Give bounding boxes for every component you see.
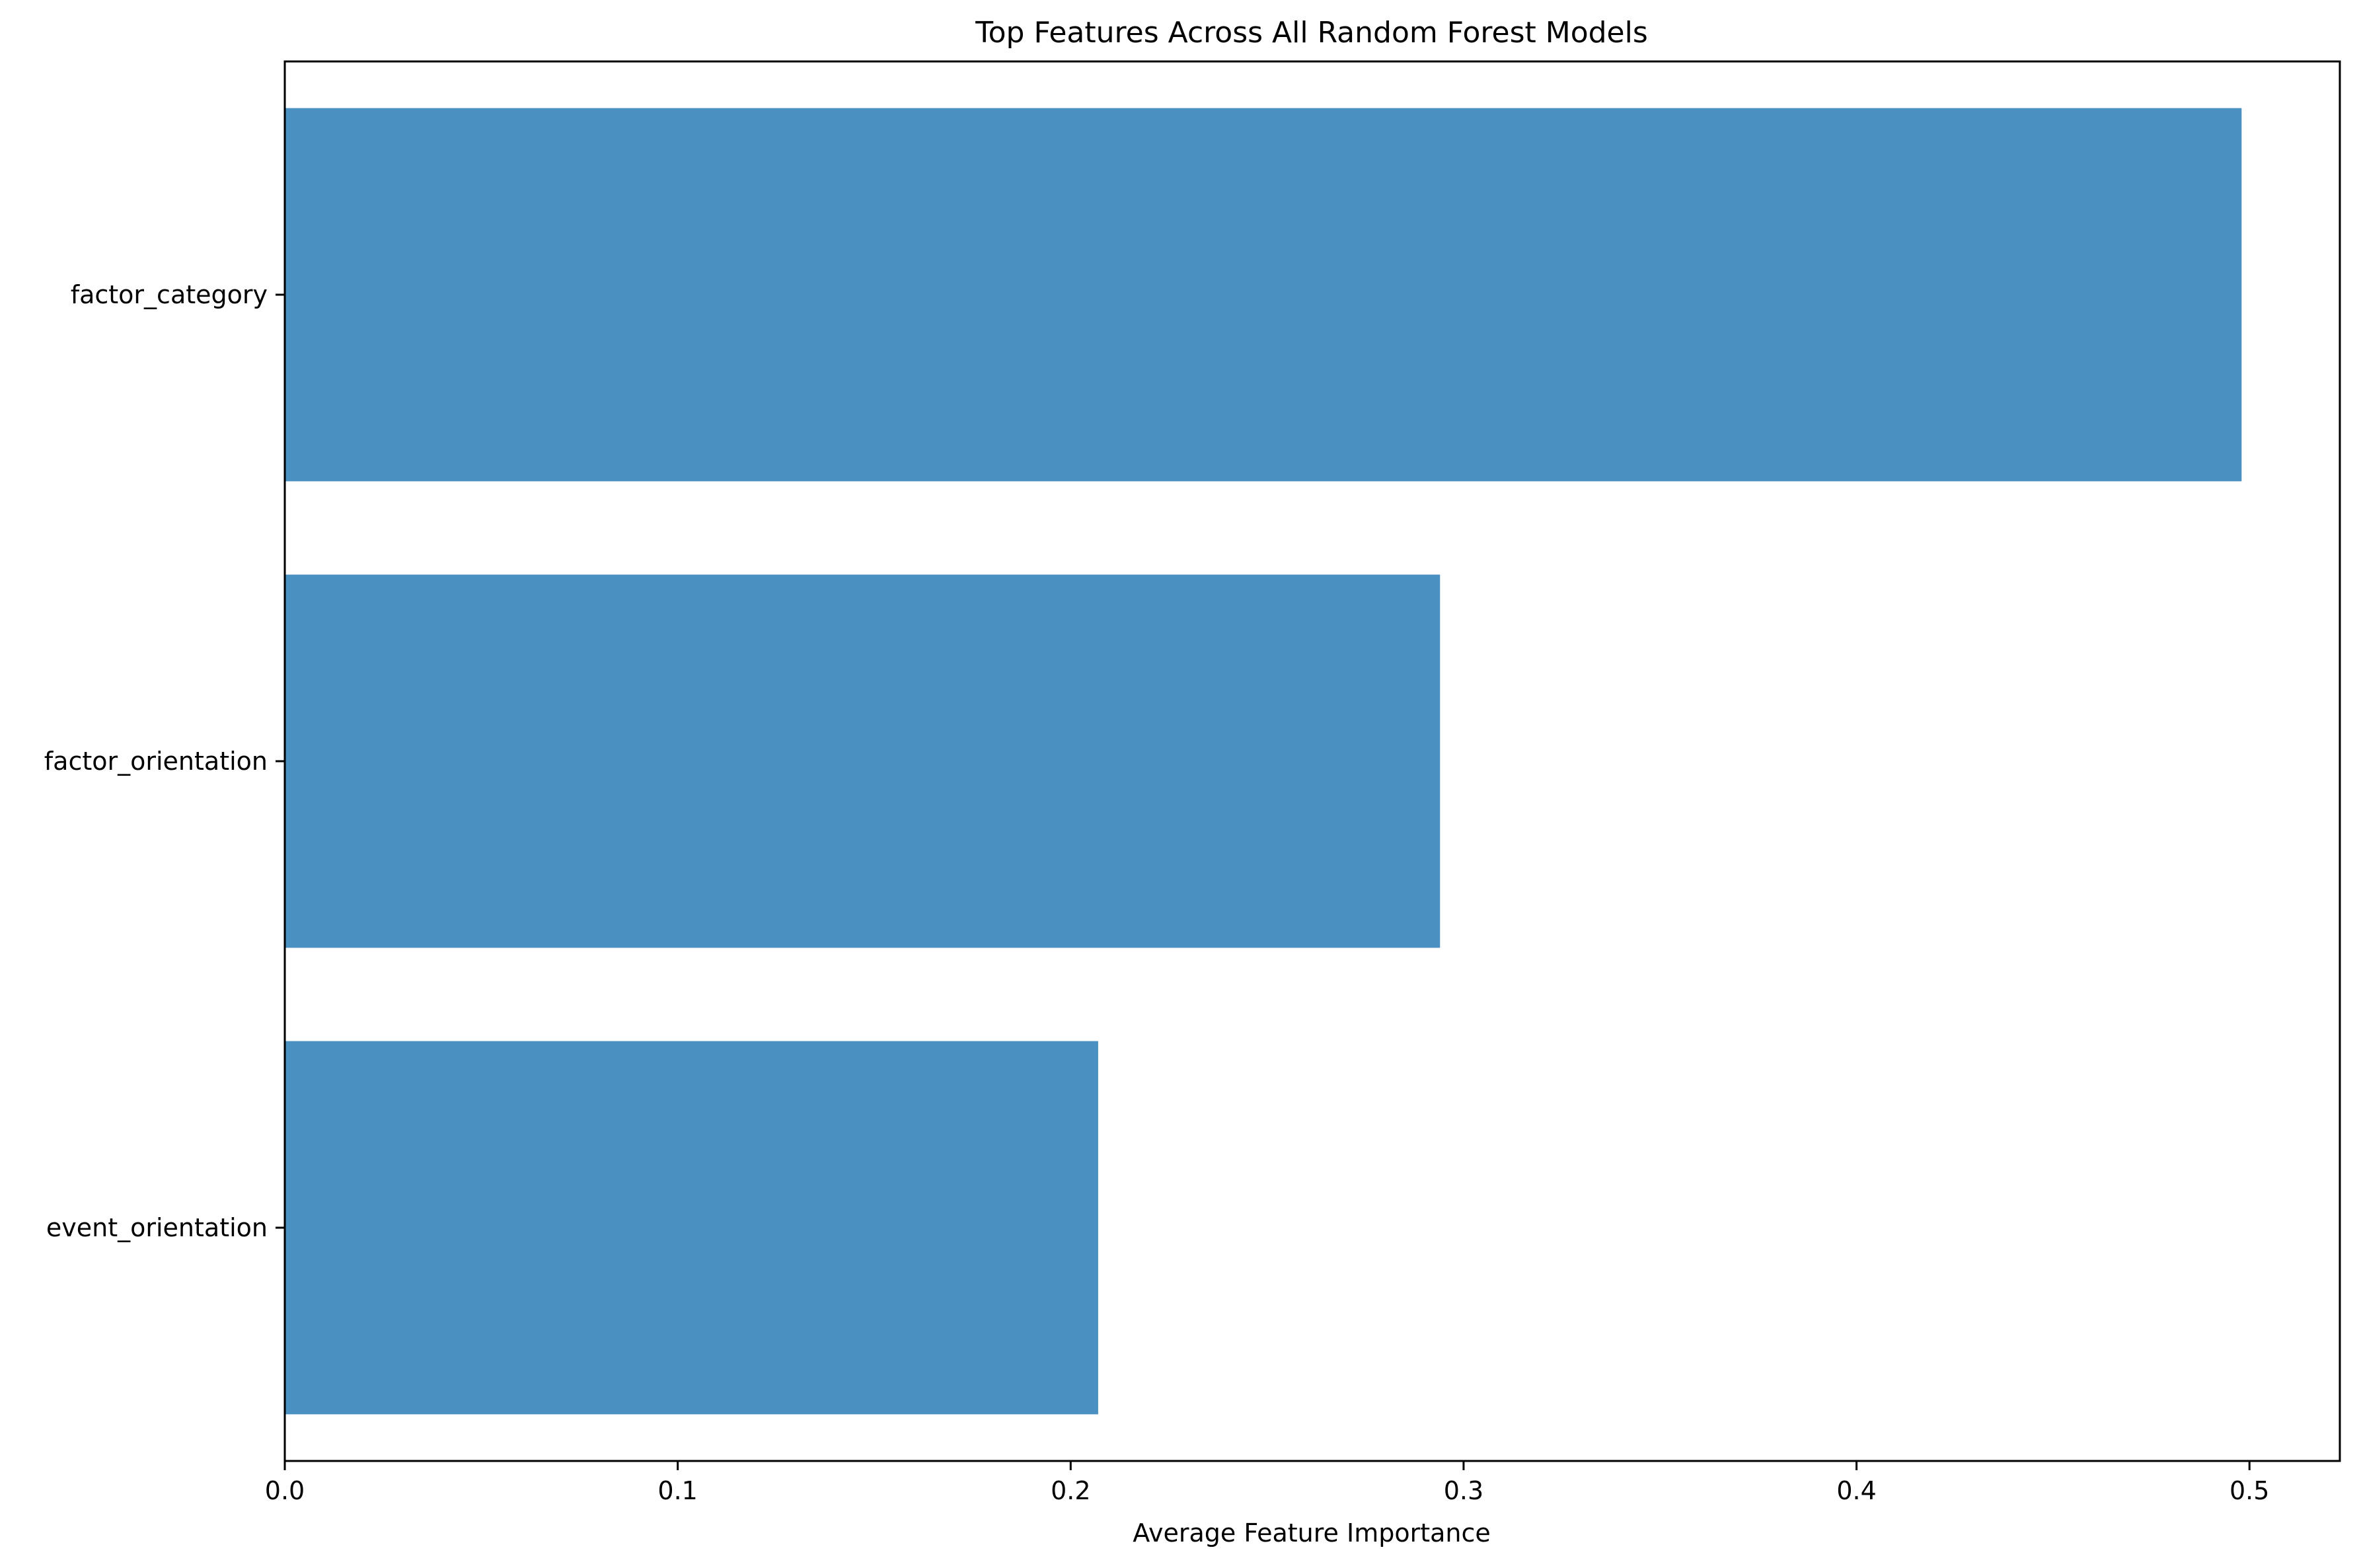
x-tick-label: 0.2 bbox=[1051, 1476, 1090, 1505]
x-tick-label: 0.1 bbox=[657, 1476, 697, 1505]
axes-layer: factor_category factor_orientation event_o… bbox=[44, 60, 2341, 1505]
x-tick-label: 0.4 bbox=[1836, 1476, 1876, 1505]
x-tick-label: 0.3 bbox=[1444, 1476, 1483, 1505]
bar-event-orientation bbox=[285, 1041, 1098, 1415]
y-tick-label: factor_category bbox=[71, 280, 268, 309]
y-tick-label: event_orientation bbox=[46, 1213, 268, 1242]
bar-factor-orientation bbox=[285, 574, 1441, 948]
x-axis-label: Average Feature Importance bbox=[1133, 1518, 1491, 1548]
y-tick-label: factor_orientation bbox=[44, 747, 268, 776]
chart-title: Top Features Across All Random Forest Mo… bbox=[975, 16, 1648, 50]
bar-factor-category bbox=[285, 108, 2242, 482]
plot-frame bbox=[283, 60, 2341, 1462]
bars-layer bbox=[285, 108, 2242, 1415]
x-tick-label: 0.5 bbox=[2229, 1476, 2269, 1505]
x-tick-label: 0.0 bbox=[265, 1476, 305, 1505]
